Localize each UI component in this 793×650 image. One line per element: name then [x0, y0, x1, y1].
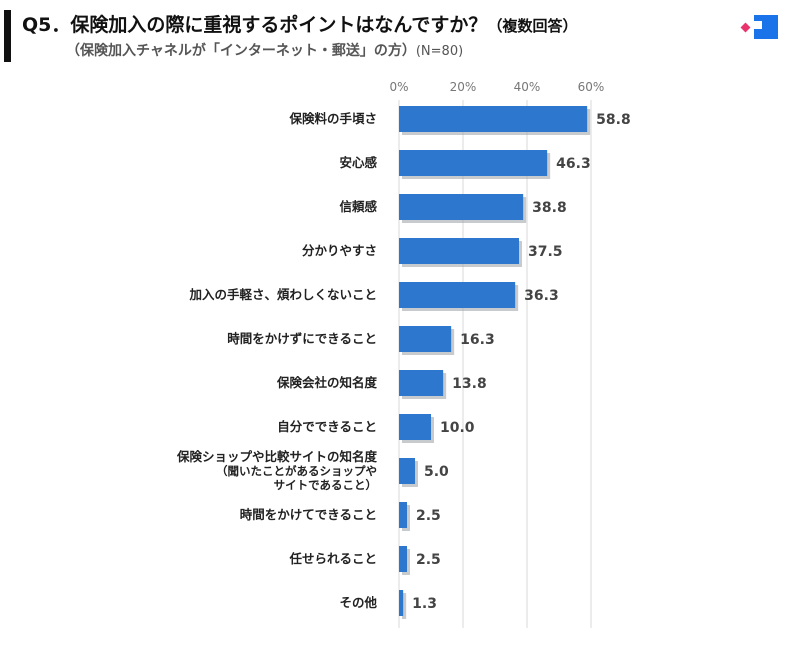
label-layer: 58.8 保険料の手頃さ 46.3 安心感 38.8 信頼感 37.5 分かりやすさ 36.3 加…	[176, 111, 631, 612]
category-label: 安心感	[339, 155, 377, 170]
bar-shadow	[402, 593, 407, 619]
bar-2	[399, 194, 524, 220]
tick-label-20: 20%	[450, 80, 477, 94]
value-label: 2.5	[416, 552, 441, 568]
bar-6	[399, 370, 444, 396]
bar-0	[399, 106, 588, 132]
tick-label-60: 60%	[578, 80, 605, 94]
bar-7	[399, 414, 431, 440]
logo-pink-diamond	[740, 22, 751, 33]
category-label: その他	[339, 595, 377, 610]
category-label: 自分でできること	[277, 419, 377, 434]
grid-layer	[398, 100, 592, 628]
subtitle: （保険加入チャネルが「インターネット・郵送」の方）(N=80)	[66, 40, 463, 60]
title-note: （複数回答）	[487, 17, 578, 35]
title-text: Q5．保険加入の際に重視するポイントはなんですか？	[22, 14, 488, 36]
value-label: 16.3	[460, 332, 495, 348]
tick-label-0: 0%	[389, 80, 408, 94]
value-label: 58.8	[596, 112, 631, 128]
category-label: 保険料の手頃さ	[288, 111, 377, 126]
bar-1	[399, 150, 548, 176]
value-label: 37.5	[528, 244, 563, 260]
value-label: 2.5	[416, 508, 441, 524]
value-label: 13.8	[452, 376, 487, 392]
category-label: 分かりやすさ	[302, 243, 377, 258]
subtitle-text: （保険加入チャネルが「インターネット・郵送」の方）	[66, 43, 416, 59]
category-label: 保険ショップや比較サイトの知名度	[176, 449, 378, 464]
bar-9	[399, 502, 407, 528]
bar-3	[399, 238, 519, 264]
category-label: 信頼感	[339, 199, 377, 214]
value-label: 1.3	[412, 596, 437, 612]
value-label: 36.3	[524, 288, 559, 304]
category-label: 時間をかけずにできること	[227, 331, 377, 346]
bar-11	[399, 590, 404, 616]
bar-10	[399, 546, 407, 572]
page-title: Q5．保険加入の際に重視するポイントはなんですか？（複数回答）	[22, 10, 577, 37]
category-label: 任せられること	[288, 551, 377, 566]
value-label: 10.0	[440, 420, 475, 436]
tick-label-40: 40%	[514, 80, 541, 94]
category-label: （聞いたことがあるショップや	[216, 464, 377, 478]
category-label: サイトであること）	[274, 478, 377, 492]
value-label: 5.0	[424, 464, 449, 480]
value-label: 46.3	[556, 156, 591, 172]
bar-8	[399, 458, 415, 484]
tick-layer: 0% 20% 40% 60%	[389, 80, 604, 94]
bar-layer	[399, 106, 591, 619]
category-label: 時間をかけてできること	[240, 507, 377, 522]
bar-5	[399, 326, 452, 352]
brand-logo-icon	[740, 15, 778, 39]
category-label: 保険会社の知名度	[276, 375, 378, 390]
sample-size: (N=80)	[415, 44, 464, 59]
category-label: 加入の手軽さ、煩わしくないこと	[188, 287, 377, 302]
bar-4	[399, 282, 516, 308]
logo-white-notch	[754, 21, 762, 29]
value-label: 38.8	[532, 200, 567, 216]
title-accent-bar	[4, 10, 11, 62]
